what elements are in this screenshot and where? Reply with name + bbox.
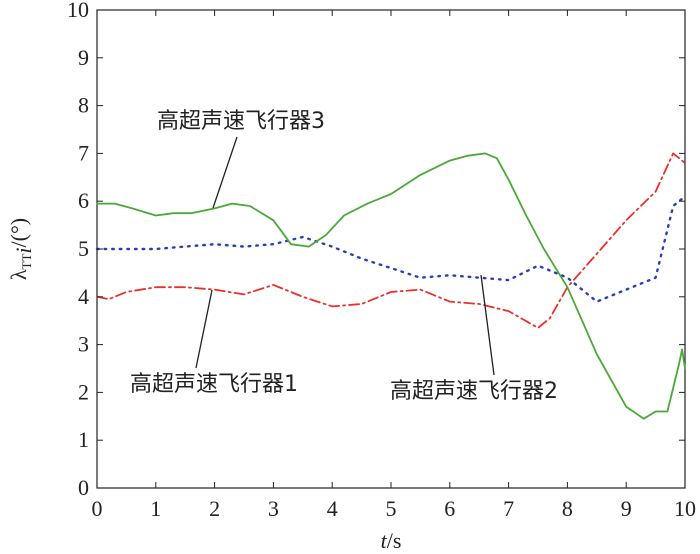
y-tick-label: 4 [78,284,89,309]
y-tick-label: 2 [78,379,89,404]
plot-frame [96,9,686,489]
annotation-leader [212,136,238,209]
series-annotation: 高超声速飞行器1 [130,372,298,397]
x-tick-label: 10 [674,496,696,521]
series-annotation: 高超声速飞行器3 [157,109,325,134]
x-tick-label: 1 [150,496,161,521]
y-tick-label: 10 [67,0,89,22]
x-tick-label: 2 [209,496,220,521]
x-tick-label: 8 [562,496,573,521]
y-axis-title: λTTi/(°) [6,218,36,280]
y-tick-label: 1 [78,427,89,452]
y-tick-label: 0 [78,475,89,500]
x-tick-label: 5 [386,496,397,521]
x-tick-label: 0 [92,496,103,521]
y-tick-label: 7 [78,140,89,165]
x-tick-label: 7 [503,496,514,521]
series-annotation: 高超声速飞行器2 [390,379,558,404]
series-line-1 [96,152,686,329]
x-tick-label: 6 [444,496,455,521]
series-line-2 [95,195,687,303]
y-tick-label: 9 [78,45,89,70]
y-tick-label: 8 [78,93,89,118]
annotation-leader [195,289,213,369]
x-axis-title: t/s [381,528,402,553]
y-tick-label: 6 [78,188,89,213]
y-tick-label: 5 [78,236,89,261]
y-tick-label: 3 [78,332,89,357]
annotation-leader [480,274,495,376]
x-tick-label: 3 [268,496,279,521]
x-tick-label: 9 [621,496,632,521]
x-tick-label: 4 [327,496,338,521]
series-line-3 [96,152,686,420]
